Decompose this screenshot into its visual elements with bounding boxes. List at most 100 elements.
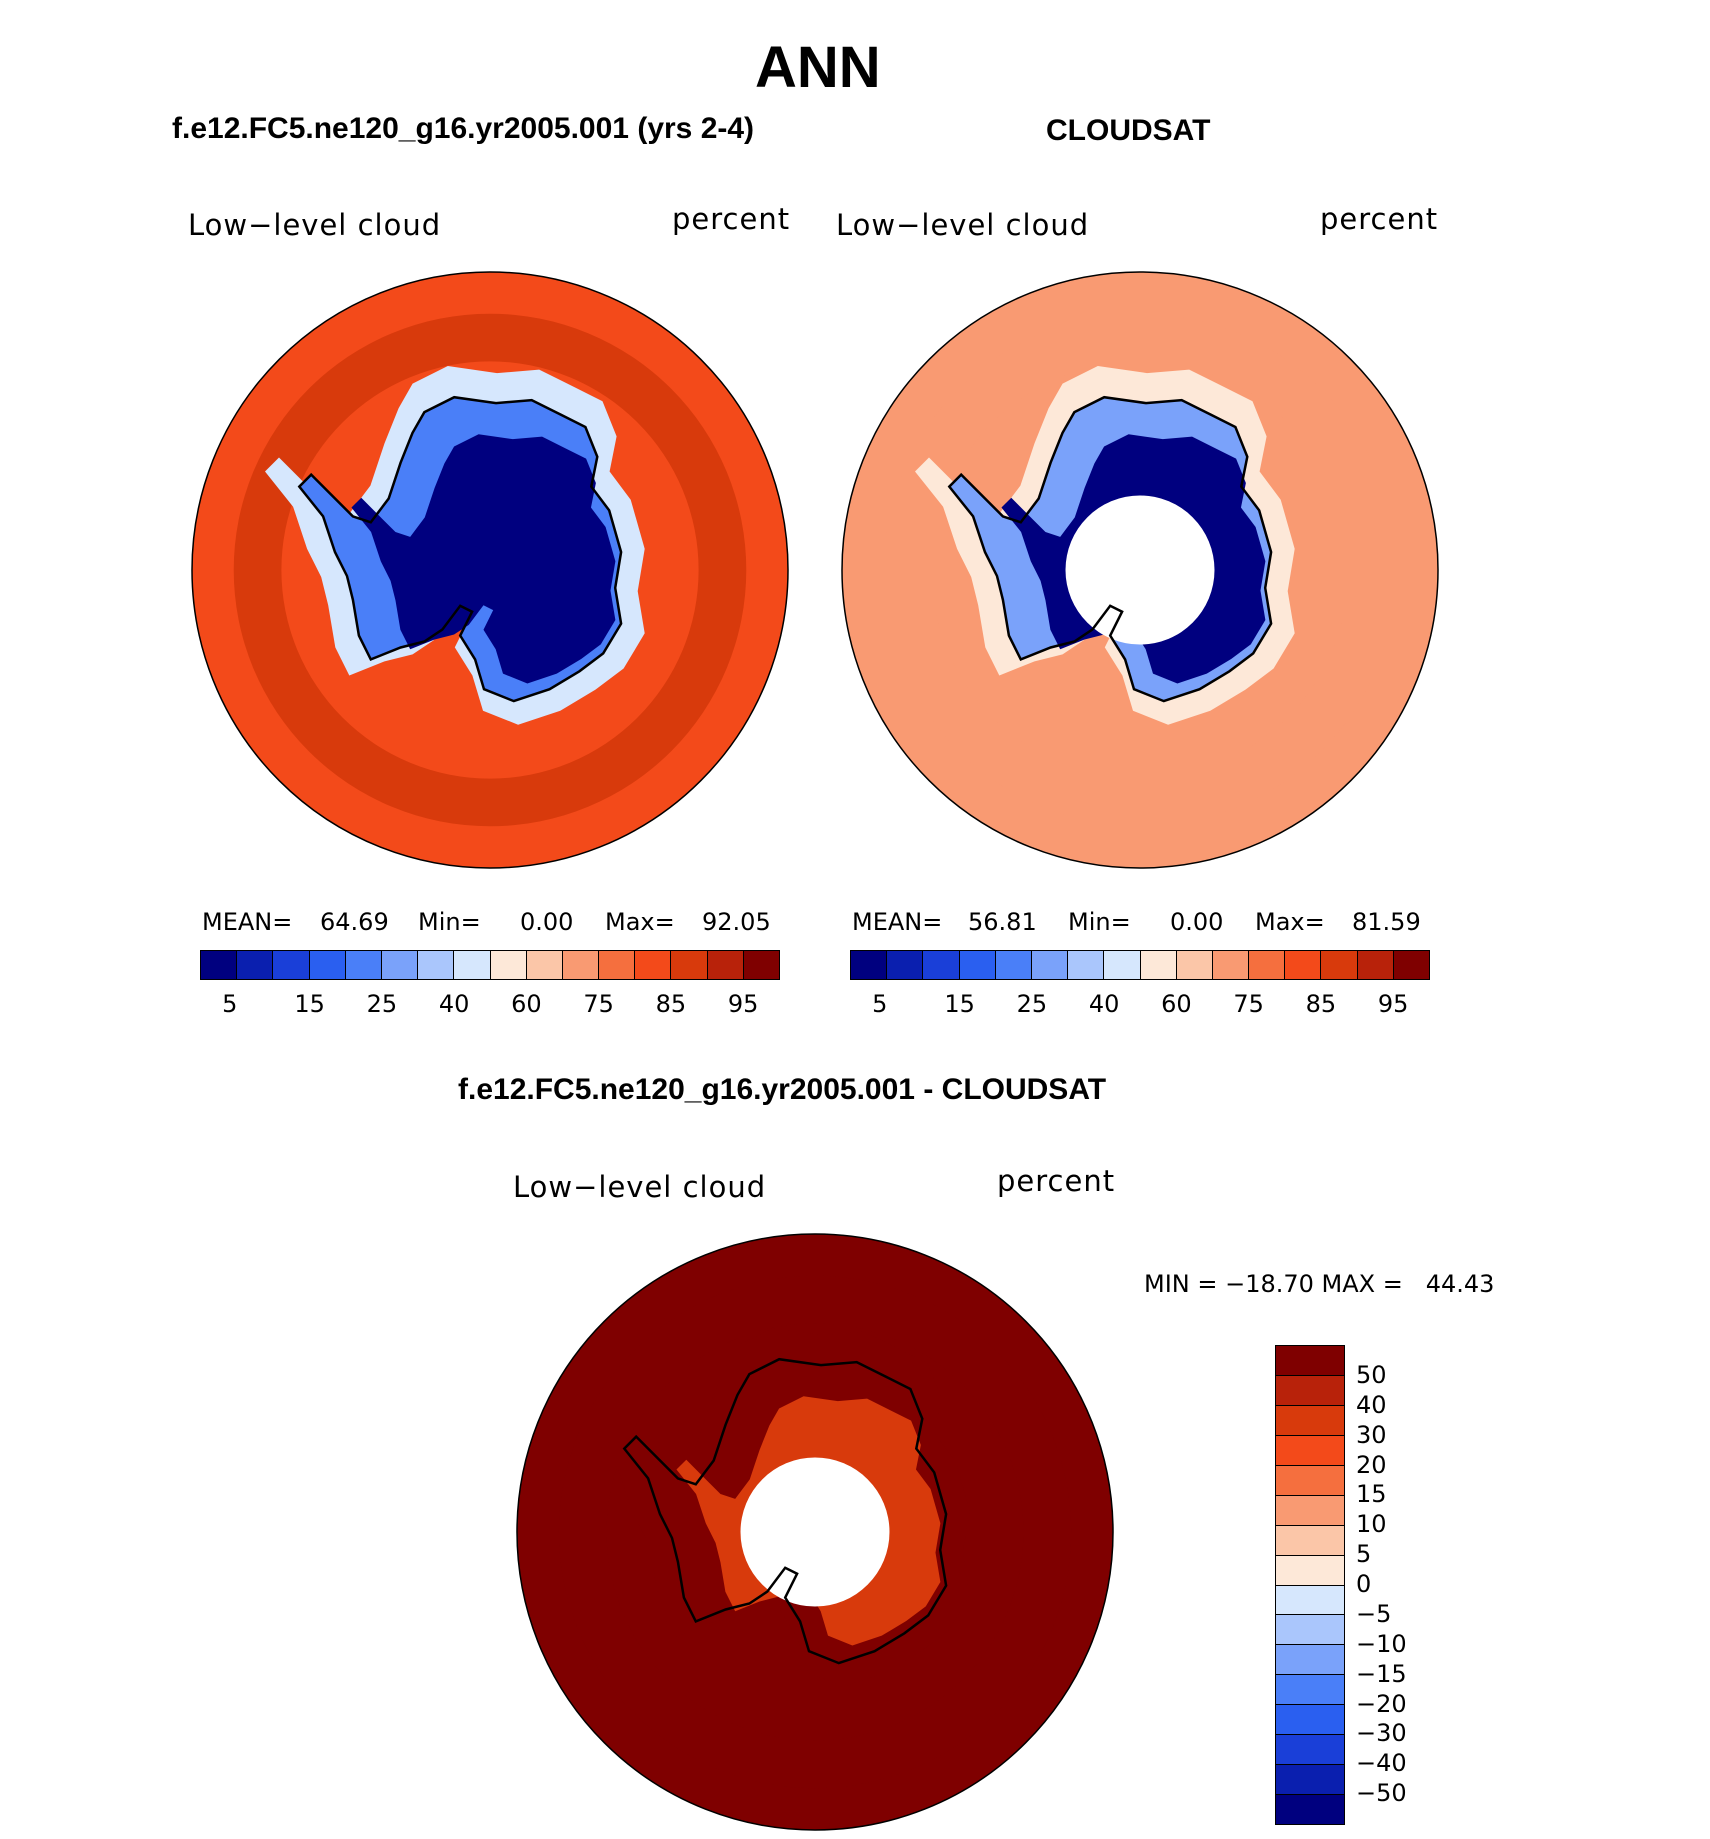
panel-2-colorbar (850, 950, 1430, 980)
colorbar-tick-label: −20 (1356, 1689, 1407, 1718)
colorbar-tick-label: 25 (1016, 990, 1048, 1018)
colorbar-swatch (1321, 951, 1358, 979)
colorbar-swatch (1276, 1346, 1344, 1376)
panel-2-left-label: Low−level cloud (836, 208, 1090, 242)
panel-2-max-value: 81.59 (1352, 908, 1421, 936)
colorbar-swatch (1276, 1615, 1344, 1646)
colorbar-swatch (599, 951, 636, 979)
colorbar-tick-label: 95 (727, 990, 759, 1018)
colorbar-tick-label: 40 (1356, 1390, 1387, 1419)
panel-1-left-label: Low−level cloud (188, 208, 442, 242)
colorbar-swatch (526, 951, 563, 979)
colorbar-swatch (1031, 951, 1069, 979)
colorbar-swatch (1276, 1435, 1344, 1466)
colorbar-swatch (1285, 951, 1322, 979)
panel-2-title: CLOUDSAT (1046, 114, 1211, 147)
panel-2-max-label: Max= (1255, 908, 1325, 936)
panel-3-units-label: percent (997, 1164, 1116, 1198)
colorbar-swatch (1276, 1765, 1344, 1796)
colorbar-swatch (1276, 1795, 1344, 1824)
map-boundary (516, 1233, 1114, 1831)
colorbar-swatch (562, 951, 600, 979)
colorbar-swatch (1276, 1705, 1344, 1736)
colorbar-tick-label: −10 (1356, 1629, 1407, 1658)
colorbar-tick-label: 50 (1356, 1360, 1387, 1389)
panel-1-min-label: Min= (418, 908, 481, 936)
colorbar-tick-label: −50 (1356, 1779, 1407, 1808)
panel-1-mean-label: MEAN= (202, 908, 293, 936)
colorbar-tick-label: 85 (1305, 990, 1337, 1018)
colorbar-swatch (959, 951, 996, 979)
colorbar-swatch (851, 951, 888, 979)
colorbar-swatch (418, 951, 455, 979)
colorbar-swatch (887, 951, 924, 979)
colorbar-tick-label: 25 (366, 990, 398, 1018)
map-boundary (191, 271, 789, 869)
colorbar-tick-label: 40 (1088, 990, 1120, 1018)
colorbar-swatch (1276, 1735, 1344, 1766)
colorbar-swatch (1276, 1555, 1344, 1586)
panel-2-stats: MEAN= 56.81 Min= 0.00 Max= 81.59 (852, 908, 1430, 938)
continent-interior (351, 434, 616, 684)
colorbar-swatch (1104, 951, 1141, 979)
pole-missing-data (740, 1457, 890, 1607)
colorbar-tick-label: 60 (511, 990, 542, 1018)
colorbar-tick-label: −5 (1356, 1599, 1392, 1628)
colorbar-tick-label: 20 (1356, 1450, 1387, 1479)
colorbar-tick-label: 40 (438, 990, 470, 1018)
colorbar-swatch (1276, 1675, 1344, 1706)
colorbar-tick-label: −15 (1356, 1659, 1407, 1688)
colorbar-swatch (1276, 1405, 1344, 1436)
colorbar-tick-label: 5 (872, 990, 888, 1018)
colorbar-tick-label: 60 (1161, 990, 1192, 1018)
panel-3-min-max-text: MIN = −18.70 MAX = 44.43 (1144, 1270, 1495, 1298)
panel-1-polar-map (191, 271, 789, 869)
panel-2-mean-label: MEAN= (852, 908, 943, 936)
colorbar-swatch (635, 951, 672, 979)
map-boundary (841, 271, 1439, 869)
colorbar-swatch (490, 951, 527, 979)
colorbar-swatch (707, 951, 744, 979)
panel-1-colorbar (200, 950, 780, 980)
colorbar-swatch (1393, 951, 1429, 979)
colorbar-swatch (201, 951, 238, 979)
colorbar-tick-label: 75 (583, 990, 614, 1018)
colorbar-tick-label: 15 (944, 990, 975, 1018)
panel-1-mean-value: 64.69 (320, 908, 389, 936)
colorbar-swatch (345, 951, 382, 979)
colorbar-tick-label: −30 (1356, 1719, 1407, 1748)
colorbar-swatch (995, 951, 1032, 979)
colorbar-tick-label: 85 (655, 990, 687, 1018)
colorbar-swatch (309, 951, 346, 979)
pole-missing-data (1065, 495, 1215, 645)
colorbar-swatch (381, 951, 419, 979)
colorbar-swatch (671, 951, 708, 979)
colorbar-tick-label: 5 (1356, 1540, 1372, 1569)
colorbar-swatch (1276, 1645, 1344, 1676)
colorbar-swatch (1276, 1495, 1344, 1526)
colorbar-swatch (1276, 1465, 1344, 1496)
panel-1-stats: MEAN= 64.69 Min= 0.00 Max= 92.05 (202, 908, 780, 938)
colorbar-tick-label: −40 (1356, 1749, 1407, 1778)
colorbar-swatch (1212, 951, 1250, 979)
panel-3-colorbar-ticks: 50 40 30 20 15 10 5 0 −5 −10 −15 −20 −30 −40 −50 (1356, 1345, 1436, 1823)
panel-1-colorbar-ticks: 5 15 25 40 60 75 85 95 (200, 990, 778, 1020)
colorbar-swatch (1249, 951, 1286, 979)
colorbar-tick-label: 10 (1356, 1510, 1387, 1539)
panel-1-min-value: 0.00 (520, 908, 574, 936)
panel-1-units-label: percent (672, 202, 791, 236)
colorbar-tick-label: 15 (294, 990, 325, 1018)
colorbar-swatch (1357, 951, 1394, 979)
colorbar-swatch (273, 951, 310, 979)
panel-3-left-label: Low−level cloud (513, 1170, 767, 1204)
figure-title: ANN (755, 35, 881, 100)
colorbar-swatch (743, 951, 779, 979)
colorbar-swatch (1276, 1585, 1344, 1616)
panel-2-mean-value: 56.81 (968, 908, 1037, 936)
colorbar-swatch (454, 951, 491, 979)
panel-2-min-label: Min= (1068, 908, 1131, 936)
panel-1-max-value: 92.05 (702, 908, 771, 936)
panel-2-min-value: 0.00 (1170, 908, 1224, 936)
panel-1-max-label: Max= (605, 908, 675, 936)
colorbar-swatch (923, 951, 960, 979)
